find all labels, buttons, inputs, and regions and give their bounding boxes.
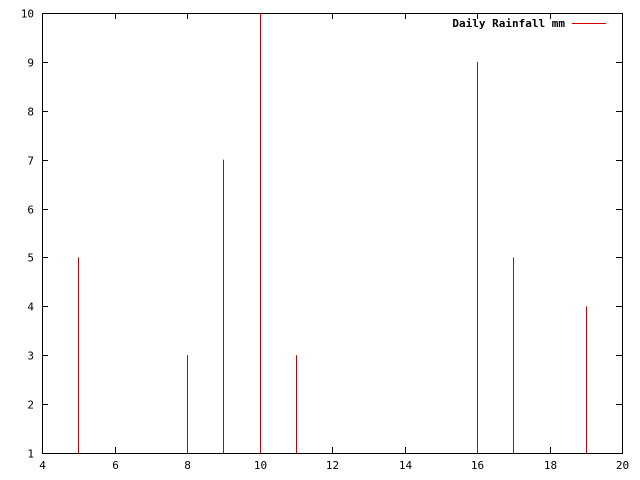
- x-tick-label: 16: [471, 459, 484, 472]
- y-tick-label: 7: [27, 155, 34, 168]
- x-tick-label: 10: [254, 459, 267, 472]
- y-tick-label: 6: [27, 204, 34, 217]
- y-tick-label: 2: [27, 399, 34, 412]
- x-tick-label: 6: [112, 459, 119, 472]
- x-tick-label: 12: [326, 459, 339, 472]
- x-tick-label: 4: [39, 459, 46, 472]
- legend-label: Daily Rainfall mm: [452, 17, 565, 30]
- y-tick-label: 5: [27, 252, 34, 265]
- y-tick-label: 3: [27, 350, 34, 363]
- y-tick-label: 9: [27, 57, 34, 70]
- y-tick-label: 10: [21, 8, 34, 21]
- x-tick-label: 18: [544, 459, 557, 472]
- y-tick-label: 1: [27, 448, 34, 461]
- y-tick-labels: 1 2 3 4 5 6 7 8 9 10: [21, 8, 35, 461]
- x-tick-label: 20: [616, 459, 629, 472]
- rainfall-impulses: [78, 13, 587, 453]
- x-tick-label: 14: [399, 459, 413, 472]
- legend: Daily Rainfall mm: [452, 17, 606, 30]
- y-tick-label: 8: [27, 106, 34, 119]
- x-tick-labels: 4 6 8 10 12 14 16 18 20: [39, 459, 629, 472]
- y-tick-label: 4: [27, 301, 34, 314]
- x-tick-label: 8: [184, 459, 191, 472]
